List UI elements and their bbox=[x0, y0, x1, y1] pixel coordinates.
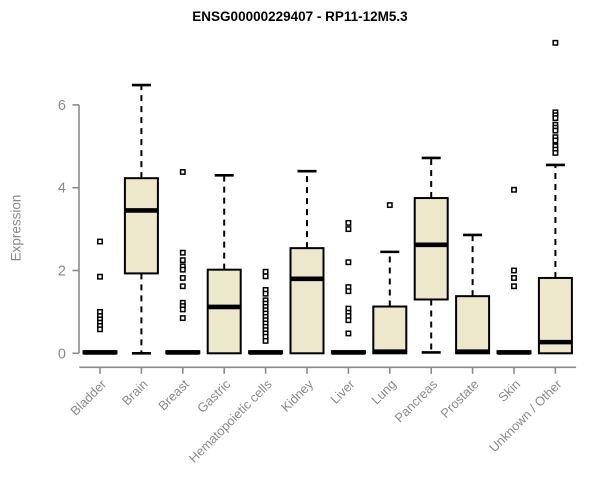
outlier-point bbox=[511, 267, 517, 274]
outlier-point bbox=[179, 249, 186, 256]
x-tick-label: Kidney bbox=[278, 376, 317, 415]
outlier-point bbox=[179, 275, 186, 281]
x-tick-label: Brain bbox=[119, 377, 151, 409]
outlier-point bbox=[262, 290, 269, 297]
outlier-point bbox=[386, 202, 393, 209]
outlier-point bbox=[552, 149, 559, 156]
box-brain bbox=[123, 177, 159, 275]
x-tick-label: Liver bbox=[327, 376, 358, 407]
outlier-point bbox=[179, 266, 186, 273]
y-tick-label: 4 bbox=[58, 181, 66, 197]
x-tick-label: Skin bbox=[495, 377, 523, 405]
outlier-point bbox=[179, 315, 186, 322]
outlier-point bbox=[179, 169, 186, 175]
outlier-point bbox=[179, 306, 186, 313]
outlier-point bbox=[179, 283, 186, 290]
x-tick-label: Prostate bbox=[437, 377, 481, 421]
outlier-point bbox=[262, 273, 269, 280]
x-tick-label: Lung bbox=[368, 377, 399, 408]
outlier-point bbox=[262, 337, 269, 344]
outlier-point bbox=[97, 238, 103, 245]
box-kidney bbox=[289, 247, 325, 355]
x-tick-label: Unknown / Other bbox=[486, 376, 565, 455]
outlier-point bbox=[97, 326, 103, 333]
box-prostate bbox=[455, 295, 491, 355]
outlier-point bbox=[345, 317, 352, 324]
outlier-point bbox=[345, 219, 352, 226]
outlier-point bbox=[97, 273, 103, 280]
chart-title: ENSG00000229407 - RP11-12M5.3 bbox=[192, 9, 408, 24]
x-tick-label: Gastric bbox=[194, 376, 234, 416]
outlier-point bbox=[511, 283, 517, 290]
y-tick-label: 6 bbox=[58, 98, 66, 114]
x-tick-label: Pancreas bbox=[391, 377, 440, 426]
outlier-point bbox=[552, 39, 559, 46]
box-lung bbox=[372, 305, 408, 355]
outlier-point bbox=[552, 127, 559, 134]
box-gastric bbox=[206, 268, 242, 355]
y-tick-label: 2 bbox=[58, 264, 66, 280]
box-pancreas bbox=[413, 197, 449, 301]
outlier-point bbox=[262, 268, 269, 275]
outlier-point bbox=[179, 257, 186, 264]
x-tick-label: Breast bbox=[155, 376, 192, 413]
outlier-point bbox=[511, 275, 517, 281]
outlier-point bbox=[345, 330, 352, 337]
y-tick-label: 0 bbox=[58, 346, 66, 362]
x-tick-label: Bladder bbox=[67, 376, 109, 418]
outlier-point bbox=[511, 186, 517, 193]
outlier-point bbox=[552, 137, 559, 144]
outlier-point bbox=[345, 226, 352, 233]
outlier-point bbox=[552, 115, 559, 122]
outlier-point bbox=[345, 259, 352, 266]
outlier-point bbox=[345, 288, 352, 295]
